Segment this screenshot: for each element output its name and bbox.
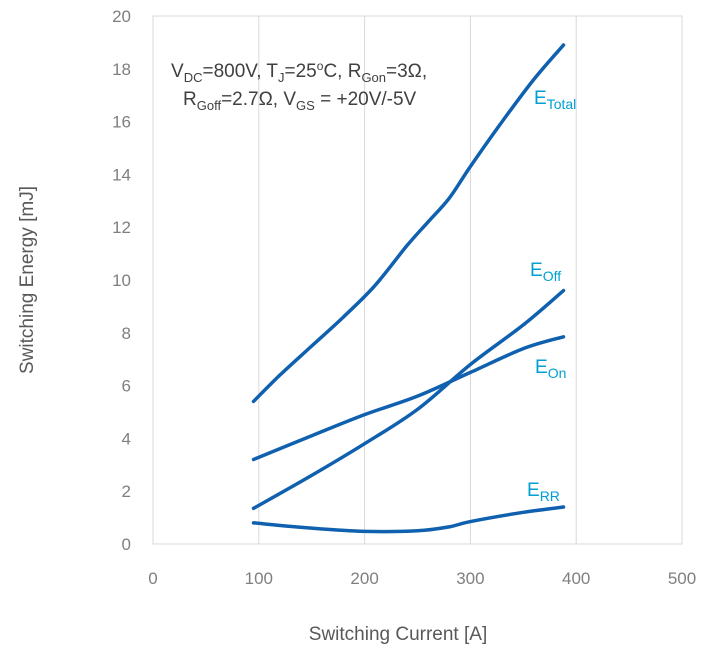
y-tick-labels: 0 2 4 6 8 10 12 14 16 18 20 bbox=[112, 7, 131, 554]
y-tick-5: 10 bbox=[112, 271, 131, 290]
series-line-on bbox=[251, 335, 566, 462]
conditions-line-1: VDC=800V, TJ=25oC, RGon=3Ω, bbox=[171, 59, 427, 85]
y-tick-7: 14 bbox=[112, 165, 131, 184]
y-tick-2: 4 bbox=[122, 429, 131, 448]
x-tick-0: 0 bbox=[148, 569, 157, 588]
x-tick-1: 100 bbox=[245, 569, 273, 588]
y-tick-10: 20 bbox=[112, 7, 131, 26]
series-label-off: EOff bbox=[530, 260, 561, 284]
x-axis-label: Switching Current [A] bbox=[309, 624, 487, 645]
series-line-total bbox=[251, 43, 566, 404]
series-line-off bbox=[251, 288, 566, 511]
y-tick-3: 6 bbox=[122, 377, 131, 396]
y-tick-8: 16 bbox=[112, 113, 131, 132]
series-label-rr: ERR bbox=[527, 480, 560, 504]
series-lines bbox=[251, 43, 566, 534]
y-tick-6: 12 bbox=[112, 218, 131, 237]
y-axis-label: Switching Energy [mJ] bbox=[17, 186, 38, 374]
y-tick-4: 8 bbox=[122, 324, 131, 343]
y-tick-0: 0 bbox=[122, 535, 131, 554]
series-labels: ETotal EOff EOn ERR bbox=[527, 88, 576, 504]
x-tick-3: 300 bbox=[456, 569, 484, 588]
x-tick-4: 400 bbox=[562, 569, 590, 588]
series-line-rr bbox=[251, 505, 566, 534]
x-tick-2: 200 bbox=[350, 569, 378, 588]
y-tick-9: 18 bbox=[112, 60, 131, 79]
conditions-line-2: RGoff=2.7Ω, VGS = +20V/-5V bbox=[183, 89, 417, 113]
plot-area-frame bbox=[152, 15, 683, 545]
y-tick-1: 2 bbox=[122, 482, 131, 501]
series-label-on: EOn bbox=[535, 357, 566, 381]
series-label-total: ETotal bbox=[534, 88, 576, 112]
x-tick-labels: 0 100 200 300 400 500 bbox=[148, 569, 696, 588]
x-tick-5: 500 bbox=[668, 569, 696, 588]
